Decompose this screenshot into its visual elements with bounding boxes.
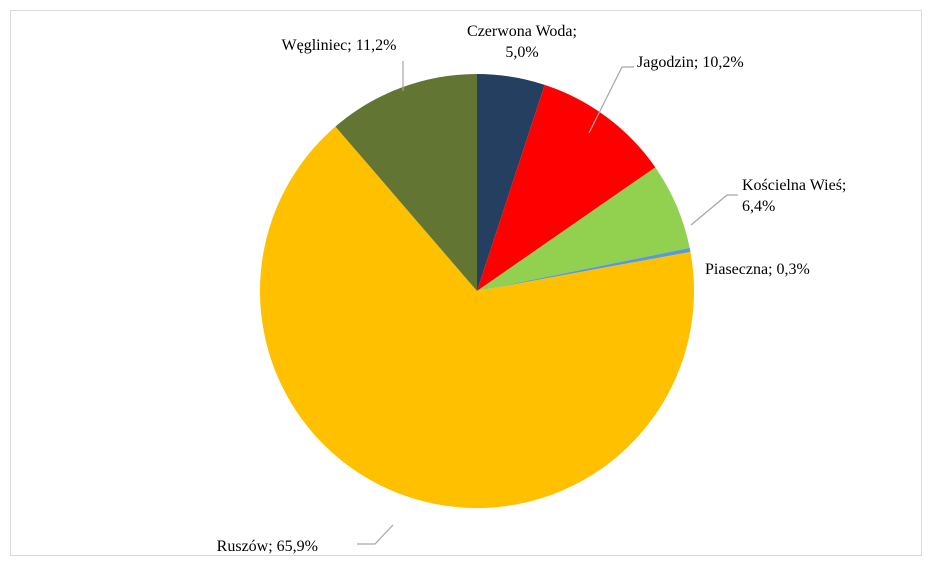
- data-label: Piaseczna; 0,3%: [705, 261, 810, 278]
- label-leader-lines: [357, 61, 738, 545]
- pie-slice-ko-cielna-wie-: [477, 167, 690, 291]
- data-labels: Czerwona Woda; 5,0% Jagodzin; 10,2% Kościel…: [217, 23, 847, 555]
- pie-slice-jagodzin: [477, 84, 656, 291]
- leader-line: [588, 66, 634, 134]
- leader-line: [690, 194, 738, 226]
- data-label: Czerwona Woda; 5,0%: [467, 23, 577, 61]
- pie-slice-rusz-w: [260, 126, 695, 509]
- pie-slice-piaseczna: [477, 247, 691, 291]
- pie-slices: [260, 74, 695, 509]
- chart-area: Czerwona Woda; 5,0% Jagodzin; 10,2% Kościel…: [10, 10, 922, 556]
- pie-slice-czerwona-woda: [477, 74, 545, 291]
- data-label: Ruszów; 65,9%: [217, 538, 318, 555]
- data-label: Jagodzin; 10,2%: [637, 54, 744, 71]
- leader-line: [357, 524, 394, 545]
- pie-slice-w-gliniec: [335, 74, 477, 291]
- data-label: Węgliniec; 11,2%: [282, 37, 397, 54]
- data-label: Kościelna Wieś; 6,4%: [742, 177, 846, 215]
- pie-chart: Czerwona Woda; 5,0% Jagodzin; 10,2% Kościel…: [217, 23, 847, 555]
